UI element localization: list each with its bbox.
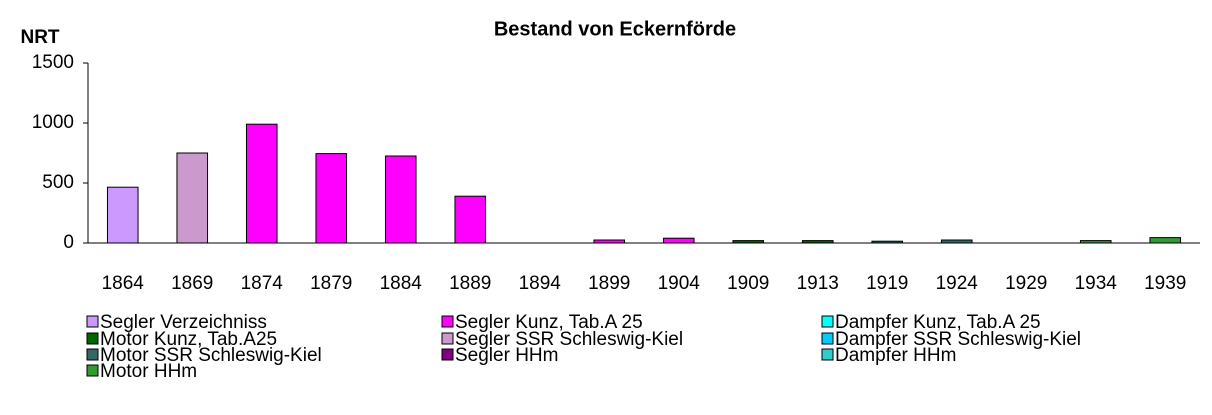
x-tick-label: 1913 — [797, 273, 839, 294]
legend-label: Segler Kunz, Tab.A 25 — [455, 312, 643, 333]
x-tick-label: 1924 — [936, 273, 979, 294]
legend-swatch — [86, 332, 99, 345]
legend-label: Segler SSR Schleswig-Kiel — [455, 329, 683, 350]
y-tick-label: 1000 — [32, 112, 74, 133]
legend-swatch — [821, 348, 834, 361]
bar — [315, 153, 348, 244]
legend-swatch — [441, 348, 454, 361]
y-tick-label: 0 — [63, 232, 74, 253]
legend-label: Motor SSR Schleswig-Kiel — [100, 345, 322, 366]
legend-label: Motor HHm — [100, 361, 197, 382]
y-tick-label: 500 — [42, 172, 74, 193]
x-tick-label: 1899 — [588, 273, 630, 294]
legend-label: Motor Kunz, Tab.A25 — [100, 329, 277, 350]
legend-swatch — [821, 315, 834, 328]
bar — [454, 195, 487, 244]
x-tick-label: 1929 — [1005, 273, 1047, 294]
x-tick-label: 1884 — [380, 273, 423, 294]
legend-swatch — [86, 364, 99, 377]
x-tick-label: 1879 — [310, 273, 352, 294]
legend-label: Dampfer SSR Schleswig-Kiel — [835, 329, 1081, 350]
chart-title: Bestand von Eckernförde — [494, 18, 736, 40]
x-tick-label: 1889 — [449, 273, 491, 294]
bar — [245, 123, 278, 244]
bar — [662, 237, 695, 244]
legend-swatch — [441, 315, 454, 328]
y-tick-label: 1500 — [32, 52, 74, 73]
x-tick-label: 1904 — [658, 273, 701, 294]
bar — [106, 186, 139, 244]
legend-swatch — [86, 315, 99, 328]
x-tick-label: 1919 — [866, 273, 908, 294]
x-tick-label: 1869 — [171, 273, 213, 294]
x-tick-label: 1939 — [1144, 273, 1186, 294]
x-tick-label: 1864 — [102, 273, 145, 294]
bar — [176, 152, 209, 244]
legend-swatch — [441, 332, 454, 345]
legend-label: Dampfer Kunz, Tab.A 25 — [835, 312, 1041, 333]
legend-label: Segler HHm — [455, 345, 558, 366]
legend-label: Dampfer HHm — [835, 345, 956, 366]
legend-label: Segler Verzeichniss — [100, 312, 267, 333]
x-tick-label: 1894 — [519, 273, 562, 294]
legend-swatch — [86, 348, 99, 361]
x-tick-label: 1909 — [727, 273, 769, 294]
x-tick-label: 1874 — [241, 273, 284, 294]
x-tick-label: 1934 — [1075, 273, 1118, 294]
bar — [1149, 237, 1182, 244]
legend-swatch — [821, 332, 834, 345]
y-axis-label: NRT — [20, 27, 59, 48]
bar — [384, 155, 417, 244]
